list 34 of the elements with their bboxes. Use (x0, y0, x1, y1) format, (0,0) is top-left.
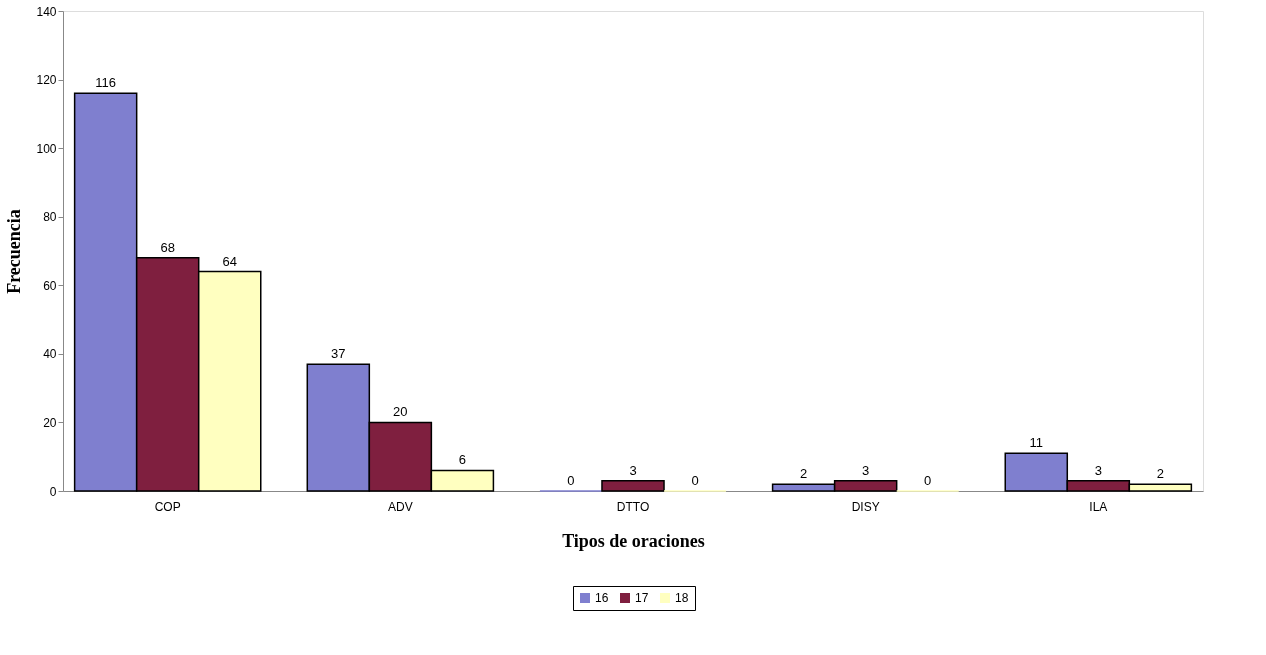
data-label: 64 (222, 253, 237, 269)
data-label: 0 (567, 473, 575, 488)
legend-label: 17 (635, 591, 649, 605)
y-tick-label: 140 (36, 4, 57, 19)
legend-label: 16 (595, 591, 609, 605)
x-tick-label: ILA (1089, 499, 1108, 514)
y-tick-label: 80 (43, 210, 57, 225)
x-tick-label: DTTO (616, 499, 650, 514)
y-tick-label: 40 (43, 347, 57, 362)
y-tick-label: 60 (43, 278, 57, 293)
data-label: 0 (691, 473, 699, 488)
data-label: 3 (1094, 462, 1102, 478)
data-label: 116 (95, 75, 117, 91)
data-label: 3 (862, 462, 870, 478)
data-label: 3 (629, 462, 637, 478)
data-label: 11 (1029, 435, 1044, 451)
data-label: 37 (331, 346, 346, 362)
data-label: 6 (458, 452, 466, 468)
x-tick-label: ADV (388, 499, 413, 514)
y-axis-title: Frecuencia (4, 209, 25, 294)
x-axis-title: Tipos de oraciones (562, 530, 705, 551)
x-tick-label: COP (154, 499, 181, 514)
data-label: 2 (800, 466, 808, 482)
data-label: 0 (924, 473, 932, 488)
y-tick-label: 20 (43, 415, 57, 430)
data-label: 2 (1156, 466, 1164, 482)
data-label: 20 (393, 404, 408, 420)
y-tick-label: 0 (49, 484, 57, 499)
x-tick-label: DISY (851, 499, 880, 514)
data-label: 68 (160, 239, 175, 255)
legend-label: 18 (675, 591, 689, 605)
bar (601, 479, 665, 492)
y-tick-label: 120 (36, 73, 57, 88)
y-tick-label: 100 (36, 141, 57, 156)
